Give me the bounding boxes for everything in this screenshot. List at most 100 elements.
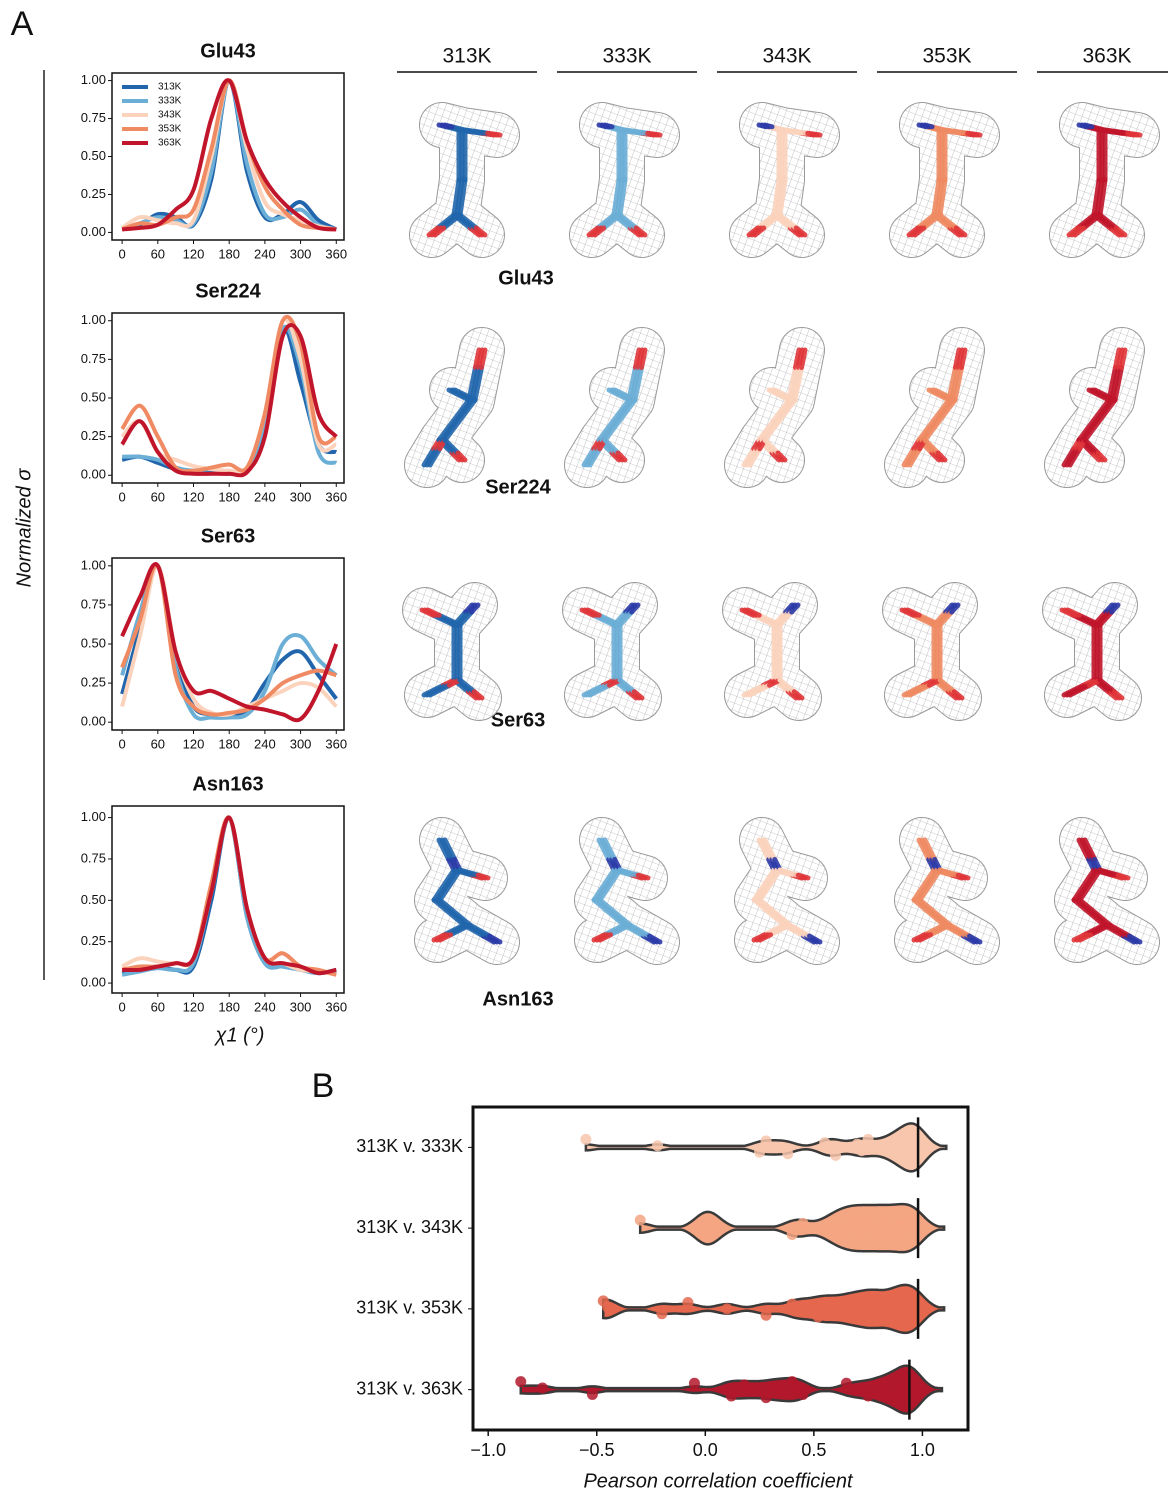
atom-tip — [1113, 225, 1128, 238]
atom-tip — [485, 130, 503, 138]
bond — [756, 837, 772, 862]
x-tick-label: 300 — [290, 489, 312, 504]
bond — [937, 609, 955, 628]
y-tick-label: 0.25 — [81, 675, 106, 690]
violin — [584, 1122, 948, 1173]
data-point — [899, 1225, 911, 1237]
series-line — [121, 78, 337, 232]
atom-tip — [807, 933, 823, 945]
bond — [467, 922, 492, 939]
x-tick-label: 240 — [254, 736, 276, 751]
y-tick-label: 0.50 — [81, 892, 106, 907]
data-point — [786, 1229, 798, 1241]
atom-tip — [585, 607, 602, 618]
atom-tip — [1109, 602, 1121, 615]
bond — [744, 446, 760, 468]
atom-tip — [602, 122, 615, 130]
x-tick-label: 180 — [218, 999, 240, 1014]
y-axis-label: Normalized σ — [13, 468, 35, 588]
legend-label: 343K — [158, 110, 182, 121]
atom-tip — [912, 225, 927, 238]
data-point — [515, 1376, 527, 1388]
x-tick-label: 180 — [218, 246, 240, 261]
structure — [409, 102, 520, 258]
series-line — [122, 815, 337, 976]
structure — [729, 102, 840, 258]
bond — [457, 677, 477, 695]
bond — [1082, 437, 1101, 456]
atom-tip — [476, 347, 485, 370]
y-tick-label: 0.25 — [81, 186, 106, 201]
atom-tip — [629, 602, 641, 615]
series-line — [121, 815, 337, 977]
atom-tip — [922, 122, 935, 130]
x-tick-label: 360 — [325, 999, 347, 1014]
bond — [1067, 446, 1083, 468]
data-point — [856, 1145, 868, 1157]
x-axis-label: χ1 (°) — [214, 1024, 265, 1046]
plot-frame — [471, 1105, 970, 1432]
atom-tip — [935, 450, 948, 463]
bond — [617, 609, 635, 628]
bond — [907, 446, 923, 468]
bond — [1112, 365, 1124, 403]
data-point — [856, 1227, 868, 1239]
atom-tip — [1116, 347, 1125, 370]
y-tick-label: 0.50 — [81, 148, 106, 163]
structure — [1042, 582, 1142, 721]
x-tick-label: 300 — [290, 246, 312, 261]
x-tick-label: 240 — [254, 246, 276, 261]
bond — [1092, 387, 1118, 403]
data-point — [862, 1133, 874, 1145]
bond — [756, 612, 783, 628]
atom-tip — [597, 932, 613, 943]
structure — [722, 582, 822, 721]
structure-label: Ser224 — [485, 476, 551, 498]
bond — [596, 837, 612, 862]
bond — [587, 682, 612, 698]
bond — [904, 446, 920, 468]
x-tick-label: 0.5 — [801, 1440, 826, 1460]
plot-frame — [111, 72, 345, 241]
structure-label: Asn163 — [482, 988, 553, 1010]
y-tick-label: 1.00 — [81, 809, 106, 824]
x-tick-label: 240 — [254, 489, 276, 504]
plot-frame — [111, 805, 345, 994]
bond — [627, 922, 652, 939]
bond — [617, 867, 641, 878]
bond — [457, 212, 479, 231]
column-header: 363K — [1082, 45, 1131, 68]
chart-title: Ser63 — [201, 525, 256, 547]
category-label: 313K v. 353K — [356, 1298, 463, 1318]
bond — [1091, 177, 1102, 218]
atom-tip — [479, 347, 488, 370]
y-tick-label: 1.00 — [81, 557, 106, 572]
bond — [448, 922, 473, 938]
bond — [1102, 127, 1131, 136]
atom-tip — [757, 932, 773, 943]
bond — [437, 867, 463, 903]
bond — [747, 682, 772, 698]
atom-tip — [631, 689, 645, 701]
structure — [1054, 817, 1160, 965]
structure — [1044, 327, 1145, 488]
bond — [1076, 612, 1103, 628]
x-tick-label: 60 — [151, 736, 165, 751]
data-point — [782, 1148, 794, 1160]
data-point — [884, 1392, 896, 1404]
bond — [421, 446, 437, 468]
bond — [587, 446, 603, 468]
bond — [768, 922, 793, 938]
plot-frame — [111, 557, 345, 731]
bond — [442, 397, 478, 443]
atom-tip — [437, 932, 453, 943]
bond — [1081, 212, 1103, 231]
atom-tip — [633, 347, 642, 370]
bond — [947, 922, 972, 939]
x-tick-label: −1.0 — [470, 1440, 506, 1460]
bond — [1097, 212, 1119, 231]
bond — [922, 837, 938, 862]
bond — [762, 837, 778, 862]
x-tick-label: 0 — [118, 246, 125, 261]
